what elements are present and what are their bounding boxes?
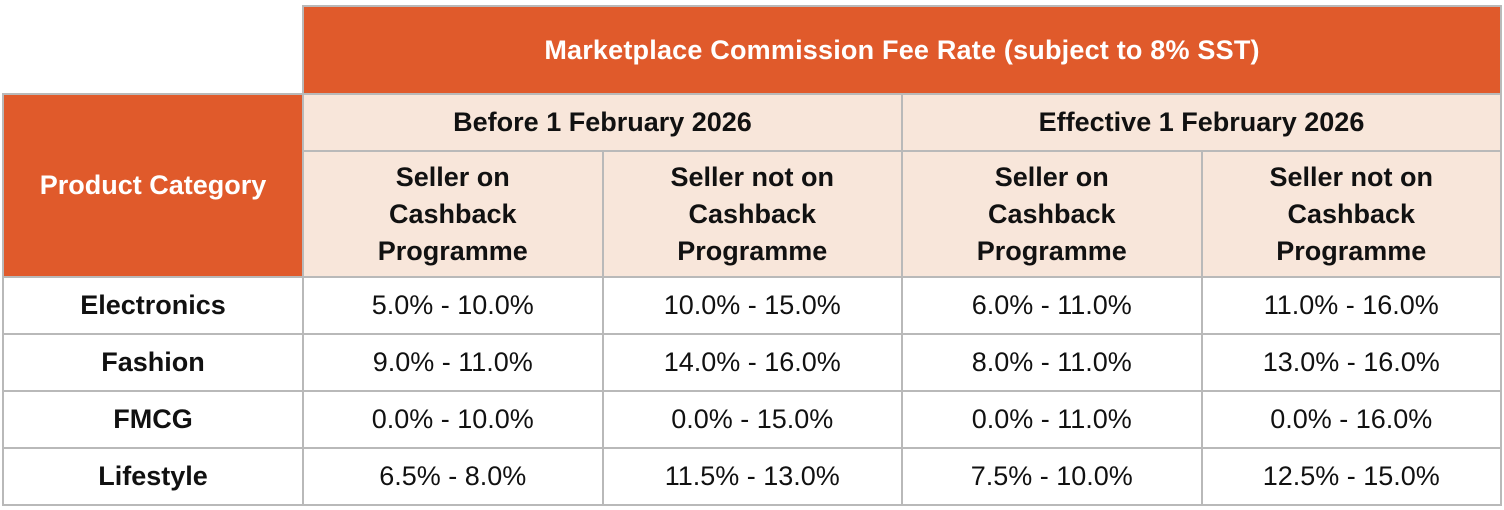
subheader-line: Cashback	[388, 198, 517, 229]
rate-cell: 11.0% - 16.0%	[1200, 276, 1503, 335]
rate-cell: 0.0% - 15.0%	[601, 390, 903, 449]
category-cell: Electronics	[2, 276, 304, 335]
rate-cell: 8.0% - 11.0%	[901, 333, 1203, 392]
table-row-fmcg: FMCG 0.0% - 10.0% 0.0% - 15.0% 0.0% - 11…	[2, 390, 1503, 449]
empty-corner-cell	[3, 6, 303, 94]
subheader-before-seller-on-cashback: Seller on Cashback Programme	[302, 150, 604, 278]
commission-fee-table-container: Marketplace Commission Fee Rate (subject…	[2, 5, 1503, 506]
rate-cell: 6.5% - 8.0%	[302, 447, 604, 506]
table-row-fashion: Fashion 9.0% - 11.0% 14.0% - 16.0% 8.0% …	[2, 333, 1503, 392]
subheader-line: Programme	[976, 235, 1127, 266]
category-cell: Fashion	[2, 333, 304, 392]
rate-cell: 7.5% - 10.0%	[901, 447, 1203, 506]
period-header-before: Before 1 February 2026	[302, 93, 903, 152]
rate-cell: 0.0% - 10.0%	[302, 390, 604, 449]
subheader-line: Cashback	[688, 198, 817, 229]
subheader-line: Seller on	[994, 161, 1109, 192]
rate-cell: 6.0% - 11.0%	[901, 276, 1203, 335]
period-header-effective: Effective 1 February 2026	[900, 93, 1503, 152]
subheader-line: Seller not on	[670, 161, 835, 192]
subheader-line: Seller on	[395, 161, 510, 192]
table-row-electronics: Electronics 5.0% - 10.0% 10.0% - 15.0% 6…	[2, 276, 1503, 335]
category-cell: Lifestyle	[2, 447, 304, 506]
table-row-lifestyle: Lifestyle 6.5% - 8.0% 11.5% - 13.0% 7.5%…	[2, 447, 1503, 506]
commission-fee-table: Marketplace Commission Fee Rate (subject…	[2, 5, 1503, 506]
rate-cell: 13.0% - 16.0%	[1200, 333, 1503, 392]
rate-cell: 0.0% - 11.0%	[901, 390, 1203, 449]
table-title: Marketplace Commission Fee Rate (subject…	[301, 5, 1503, 95]
rate-cell: 5.0% - 10.0%	[302, 276, 604, 335]
subheader-line: Programme	[1276, 235, 1427, 266]
rate-cell: 0.0% - 16.0%	[1200, 390, 1503, 449]
subheader-line: Cashback	[1287, 198, 1416, 229]
subheader-effective-seller-on-cashback: Seller on Cashback Programme	[901, 150, 1203, 278]
rate-cell: 12.5% - 15.0%	[1200, 447, 1503, 506]
category-cell: FMCG	[2, 390, 304, 449]
subheader-before-seller-not-on-cashback: Seller not on Cashback Programme	[601, 150, 903, 278]
subheader-line: Seller not on	[1269, 161, 1434, 192]
subheader-line: Programme	[677, 235, 828, 266]
rate-cell: 11.5% - 13.0%	[601, 447, 903, 506]
subheader-line: Cashback	[987, 198, 1116, 229]
rate-cell: 10.0% - 15.0%	[601, 276, 903, 335]
subheader-effective-seller-not-on-cashback: Seller not on Cashback Programme	[1200, 150, 1503, 278]
product-category-header: Product Category	[2, 93, 304, 278]
rate-cell: 9.0% - 11.0%	[302, 333, 604, 392]
subheader-line: Programme	[377, 235, 528, 266]
rate-cell: 14.0% - 16.0%	[601, 333, 903, 392]
